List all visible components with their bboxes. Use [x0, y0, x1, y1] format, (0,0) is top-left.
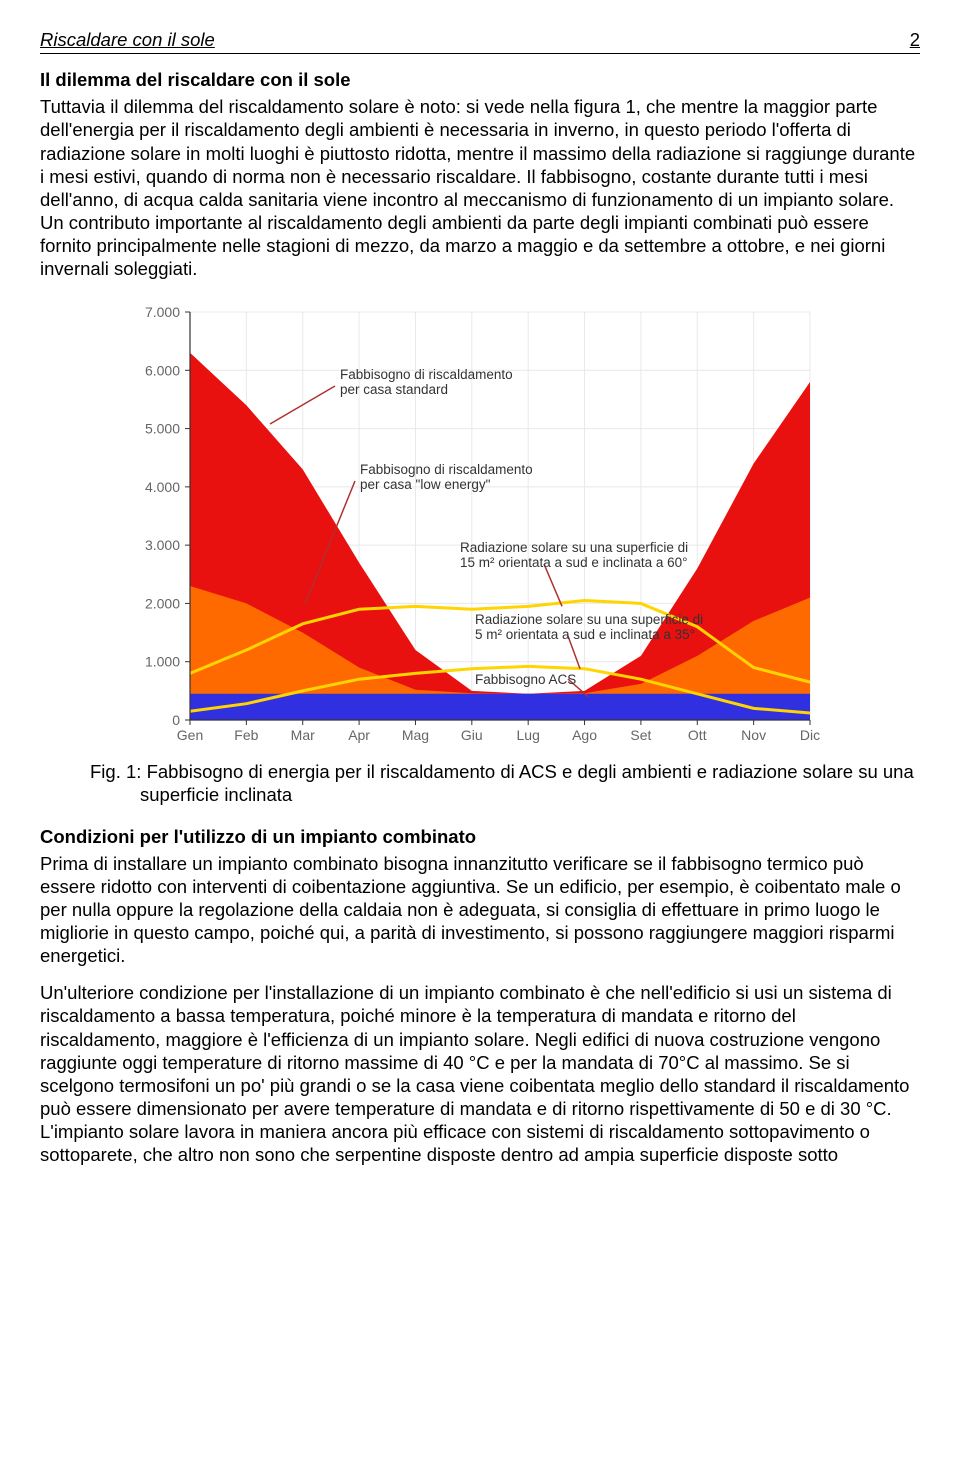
section2-p1: Prima di installare un impianto combinat…: [40, 852, 920, 968]
figure-caption: Fig. 1: Fabbisogno di energia per il ris…: [90, 760, 920, 806]
energy-chart: 0 1.000 2.000 3.000 4.000 5.000 6.000 7.000 Gen F…: [130, 294, 830, 754]
svg-text:Set: Set: [630, 727, 651, 743]
svg-text:Apr: Apr: [348, 727, 370, 743]
page-header: Riscaldare con il sole 2: [40, 28, 920, 54]
svg-text:Fabbisogno ACS: Fabbisogno ACS: [475, 672, 576, 687]
svg-text:7.000: 7.000: [145, 304, 180, 320]
svg-text:15 m² orientata a sud e inclin: 15 m² orientata a sud e inclinata a 60°: [460, 555, 688, 570]
svg-text:per casa "low energy": per casa "low energy": [360, 477, 491, 492]
section1-title: Il dilemma del riscaldare con il sole: [40, 68, 920, 91]
section2-p2: Un'ulteriore condizione per l'installazi…: [40, 981, 920, 1166]
svg-text:Lug: Lug: [517, 727, 540, 743]
svg-text:Nov: Nov: [741, 727, 766, 743]
svg-text:Mag: Mag: [402, 727, 429, 743]
svg-text:2.000: 2.000: [145, 596, 180, 612]
svg-text:0: 0: [172, 712, 180, 728]
caption-prefix: Fig. 1:: [90, 761, 141, 782]
svg-text:5 m² orientata a sud e inclina: 5 m² orientata a sud e inclinata a 35°: [475, 627, 695, 642]
svg-text:Fabbisogno di riscaldamento: Fabbisogno di riscaldamento: [360, 462, 533, 477]
svg-text:per casa standard: per casa standard: [340, 382, 448, 397]
svg-text:Giu: Giu: [461, 727, 483, 743]
section2-title: Condizioni per l'utilizzo di un impianto…: [40, 825, 920, 848]
svg-text:5.000: 5.000: [145, 421, 180, 437]
section1-body: Tuttavia il dilemma del riscaldamento so…: [40, 95, 920, 280]
svg-text:Dic: Dic: [800, 727, 820, 743]
svg-text:Feb: Feb: [234, 727, 258, 743]
svg-text:Radiazione solare su una super: Radiazione solare su una superficie di: [460, 540, 688, 555]
page-number: 2: [910, 28, 920, 51]
svg-text:1.000: 1.000: [145, 654, 180, 670]
svg-text:6.000: 6.000: [145, 363, 180, 379]
svg-text:Mar: Mar: [291, 727, 315, 743]
svg-text:Gen: Gen: [177, 727, 203, 743]
svg-text:Ago: Ago: [572, 727, 597, 743]
svg-text:4.000: 4.000: [145, 479, 180, 495]
svg-text:3.000: 3.000: [145, 537, 180, 553]
header-title: Riscaldare con il sole: [40, 28, 215, 51]
svg-text:Radiazione solare su una super: Radiazione solare su una superficie di: [475, 612, 703, 627]
svg-text:Ott: Ott: [688, 727, 707, 743]
caption-text: Fabbisogno di energia per il riscaldamen…: [140, 761, 914, 805]
svg-text:Fabbisogno di riscaldamento: Fabbisogno di riscaldamento: [340, 367, 513, 382]
